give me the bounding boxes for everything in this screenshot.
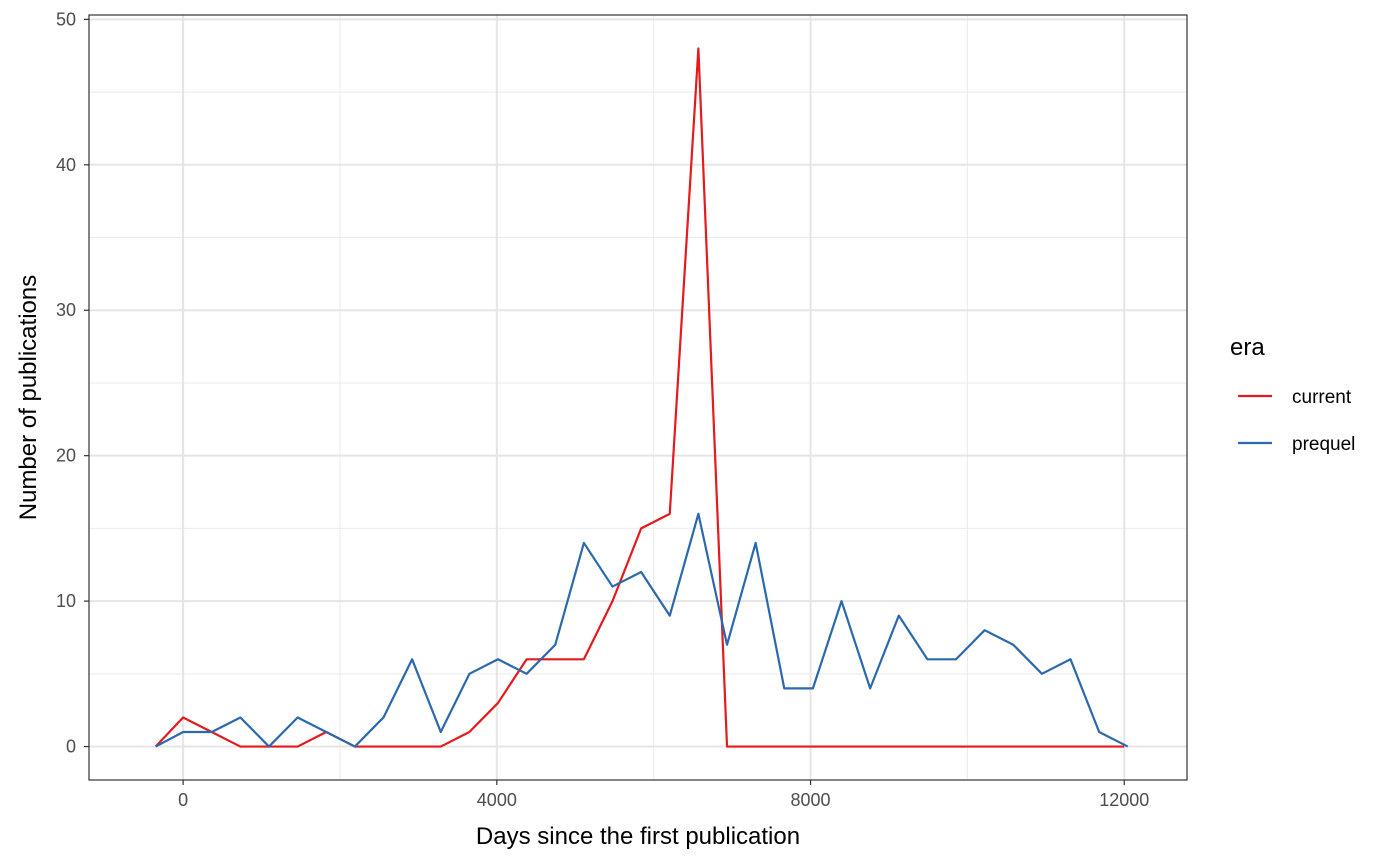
y-tick-label: 0 (66, 737, 76, 757)
legend-label-prequel: prequel (1292, 434, 1355, 455)
plot-panel-border (88, 14, 1188, 781)
series-layer (154, 47, 1129, 748)
x-axis: 0 4000 8000 12000 (178, 780, 1149, 810)
y-tick-label: 10 (56, 591, 76, 611)
legend-title: era (1230, 334, 1265, 361)
x-axis-title: Days since the first publication (476, 823, 800, 850)
y-tick-label: 20 (56, 446, 76, 466)
x-tick-label: 0 (178, 790, 188, 810)
legend-label-current: current (1292, 387, 1352, 408)
x-tick-label: 8000 (791, 790, 831, 810)
x-tick-label: 4000 (477, 790, 517, 810)
minor-grid (89, 15, 1187, 780)
y-tick-label: 40 (56, 155, 76, 175)
series-line-prequel (155, 512, 1129, 748)
y-axis: 0 10 20 30 40 50 (56, 9, 89, 757)
y-tick-label: 50 (56, 9, 76, 29)
y-axis-title: Number of publications (15, 275, 42, 520)
y-tick-label: 30 (56, 300, 76, 320)
x-tick-label: 12000 (1099, 790, 1149, 810)
legend: era current prequel (1230, 334, 1355, 455)
